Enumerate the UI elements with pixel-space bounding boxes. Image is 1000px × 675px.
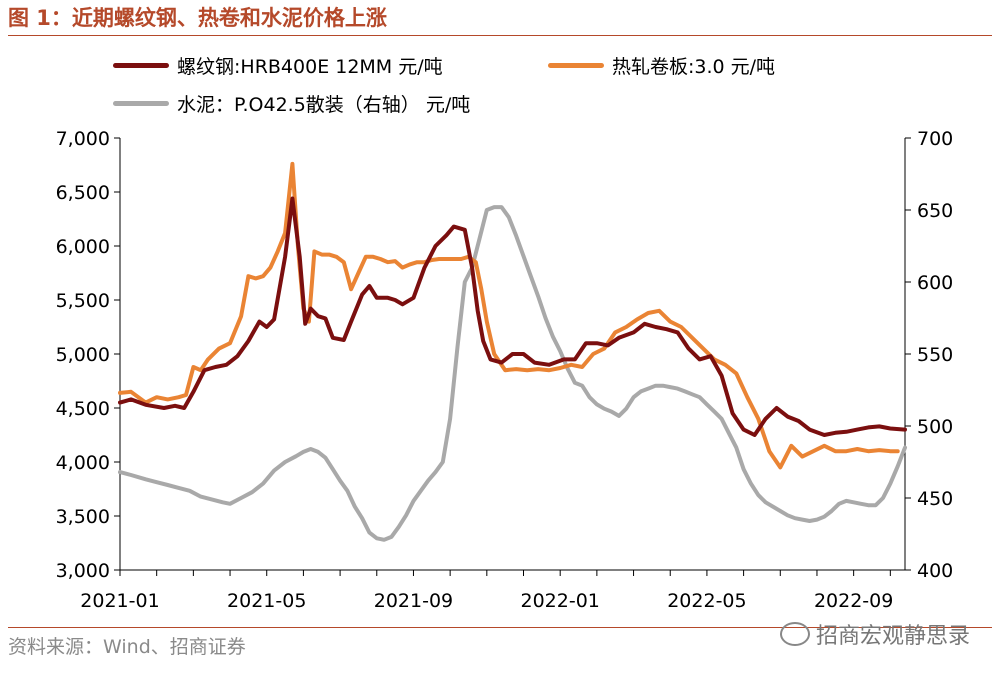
legend-item-cement: 水泥：P.O42.5散装（右轴） 元/吨 xyxy=(113,90,470,117)
y-left-tick-label: 6,000 xyxy=(56,236,110,258)
x-tick-label: 2022-05 xyxy=(667,590,746,612)
y-right-tick-label: 500 xyxy=(917,416,953,438)
axes-layer: 3,000 3,500 4,000 4,500 5,000 5,500 6,000 6,500… xyxy=(56,128,954,612)
series-line-cement xyxy=(118,205,907,542)
legend-label-cement: 水泥：P.O42.5散装（右轴） 元/吨 xyxy=(177,94,471,116)
y-right-tick-label: 400 xyxy=(917,560,953,582)
y-right-tick-label: 550 xyxy=(917,344,953,366)
watermark-text: 招商宏观静思录 xyxy=(815,624,970,649)
x-tick-label: 2022-01 xyxy=(520,590,599,612)
x-tick-label: 2021-01 xyxy=(80,590,159,612)
chart-legend: 螺纹钢:HRB400E 12MM 元/吨 热轧卷板:3.0 元/吨 水泥：P.O… xyxy=(0,50,1000,120)
y-left-tick-label: 5,500 xyxy=(56,290,110,312)
y-left-tick-label: 4,000 xyxy=(56,452,110,474)
legend-label-hot-coil: 热轧卷板:3.0 元/吨 xyxy=(612,56,776,78)
title-divider xyxy=(8,35,992,36)
series-line-rebar xyxy=(118,196,907,437)
x-tick-label: 2022-09 xyxy=(814,590,893,612)
legend-item-rebar: 螺纹钢:HRB400E 12MM 元/吨 xyxy=(113,52,443,79)
y-left-tick-label: 5,000 xyxy=(56,344,110,366)
y-left-tick-label: 6,500 xyxy=(56,182,110,204)
y-right-tick-label: 450 xyxy=(917,488,953,510)
legend-swatch-cement xyxy=(113,101,169,106)
legend-swatch-hot-coil xyxy=(548,63,604,68)
series-line-hot-coil xyxy=(118,161,900,470)
wechat-icon xyxy=(779,622,810,646)
x-tick-label: 2021-05 xyxy=(227,590,306,612)
y-left-tick-label: 3,500 xyxy=(56,506,110,528)
y-left-tick-label: 4,500 xyxy=(56,398,110,420)
watermark: 招商宏观静思录 xyxy=(779,618,970,650)
y-right-tick-label: 600 xyxy=(917,272,953,294)
legend-item-hot-coil: 热轧卷板:3.0 元/吨 xyxy=(548,52,775,79)
y-right-tick-label: 700 xyxy=(917,128,953,150)
y-left-tick-label: 3,000 xyxy=(56,560,110,582)
x-tick-label: 2021-09 xyxy=(374,590,453,612)
figure-title: 图 1：近期螺纹钢、热卷和水泥价格上涨 xyxy=(8,6,387,30)
legend-swatch-rebar xyxy=(113,63,169,68)
legend-label-rebar: 螺纹钢:HRB400E 12MM 元/吨 xyxy=(177,56,443,78)
y-left-tick-label: 7,000 xyxy=(56,128,110,150)
series-layer xyxy=(118,161,907,542)
source-note: 资料来源：Wind、招商证券 xyxy=(8,636,246,658)
y-right-tick-label: 650 xyxy=(917,200,953,222)
footer-divider xyxy=(8,627,992,628)
